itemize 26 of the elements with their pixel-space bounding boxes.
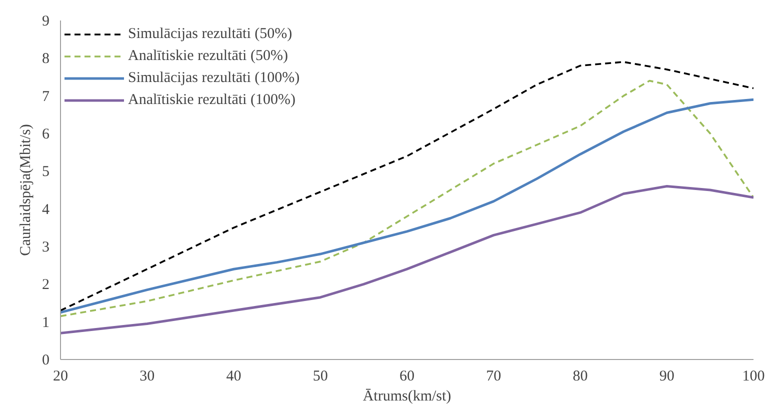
x-tick-label: 60	[400, 368, 414, 384]
y-tick-label: 1	[42, 314, 50, 331]
legend-label: Analītiskie rezultāti (100%)	[128, 92, 296, 108]
x-tick-label: 20	[53, 368, 68, 384]
y-tick-label: 8	[42, 51, 50, 68]
line-series	[60, 184, 754, 334]
y-tick-label: 9	[42, 14, 50, 30]
x-tick-label: 100	[742, 368, 765, 384]
x-tick-label: 40	[226, 368, 242, 384]
legend-label: Simulācijas rezultāti (100%)	[128, 70, 300, 86]
x-tick-label: 80	[572, 368, 588, 384]
x-tick-label: 90	[659, 368, 674, 384]
legend-label: Analītiskie rezultāti (50%)	[128, 48, 288, 64]
legend-label: Simulācijas rezultāti (50%)	[128, 26, 292, 42]
x-tick-label: 70	[486, 368, 502, 384]
x-axis-title: Ātrums(km/st)	[362, 388, 452, 404]
y-tick-label: 3	[42, 240, 50, 256]
y-tick-label: 7	[42, 88, 50, 105]
x-tick-label: 30	[140, 368, 155, 384]
x-tick-label: 50	[312, 368, 328, 384]
y-tick-label: 4	[42, 202, 50, 218]
y-axis-title: Caurlaidspēja(Mbit/s)	[18, 124, 34, 256]
y-tick-label: 2	[42, 277, 50, 294]
y-tick-label: 0	[42, 352, 50, 368]
y-tick-label: 6	[42, 126, 50, 142]
y-tick-label: 5	[42, 164, 50, 180]
